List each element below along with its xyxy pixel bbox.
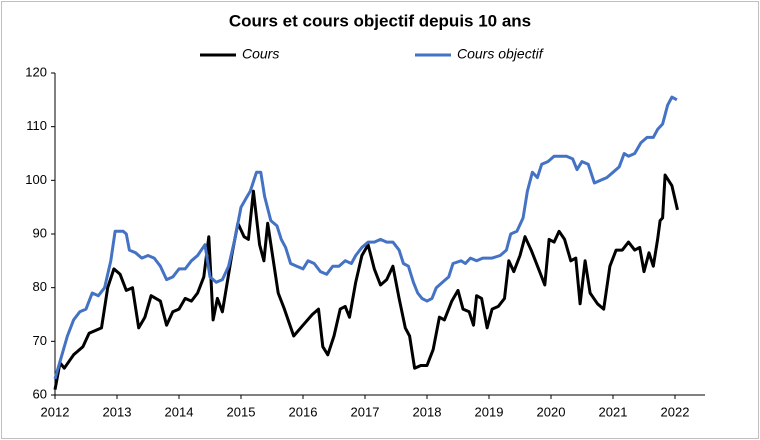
y-tick-label: 70: [33, 333, 47, 348]
legend-label: Cours: [242, 46, 279, 62]
x-tick-label: 2013: [103, 404, 132, 419]
y-tick-label: 90: [33, 225, 47, 240]
x-tick-label: 2019: [475, 404, 504, 419]
x-tick-label: 2018: [413, 404, 442, 419]
x-tick-label: 2014: [165, 404, 194, 419]
y-tick-label: 60: [33, 386, 47, 401]
chart-title: Cours et cours objectif depuis 10 ans: [229, 11, 531, 30]
x-tick-label: 2017: [351, 404, 380, 419]
y-tick-label: 120: [25, 64, 47, 79]
legend-label: Cours objectif: [457, 46, 545, 62]
series-line: [53, 95, 678, 380]
y-tick-label: 100: [25, 172, 47, 187]
y-tick-label: 80: [33, 279, 47, 294]
x-tick-label: 2022: [661, 404, 690, 419]
x-tick-label: 2012: [41, 404, 70, 419]
x-tick-label: 2021: [599, 404, 628, 419]
y-tick-label: 110: [26, 118, 47, 133]
x-tick-label: 2020: [537, 404, 566, 419]
series-line: [53, 173, 679, 390]
x-tick-label: 2015: [227, 404, 256, 419]
x-tick-label: 2016: [289, 404, 318, 419]
